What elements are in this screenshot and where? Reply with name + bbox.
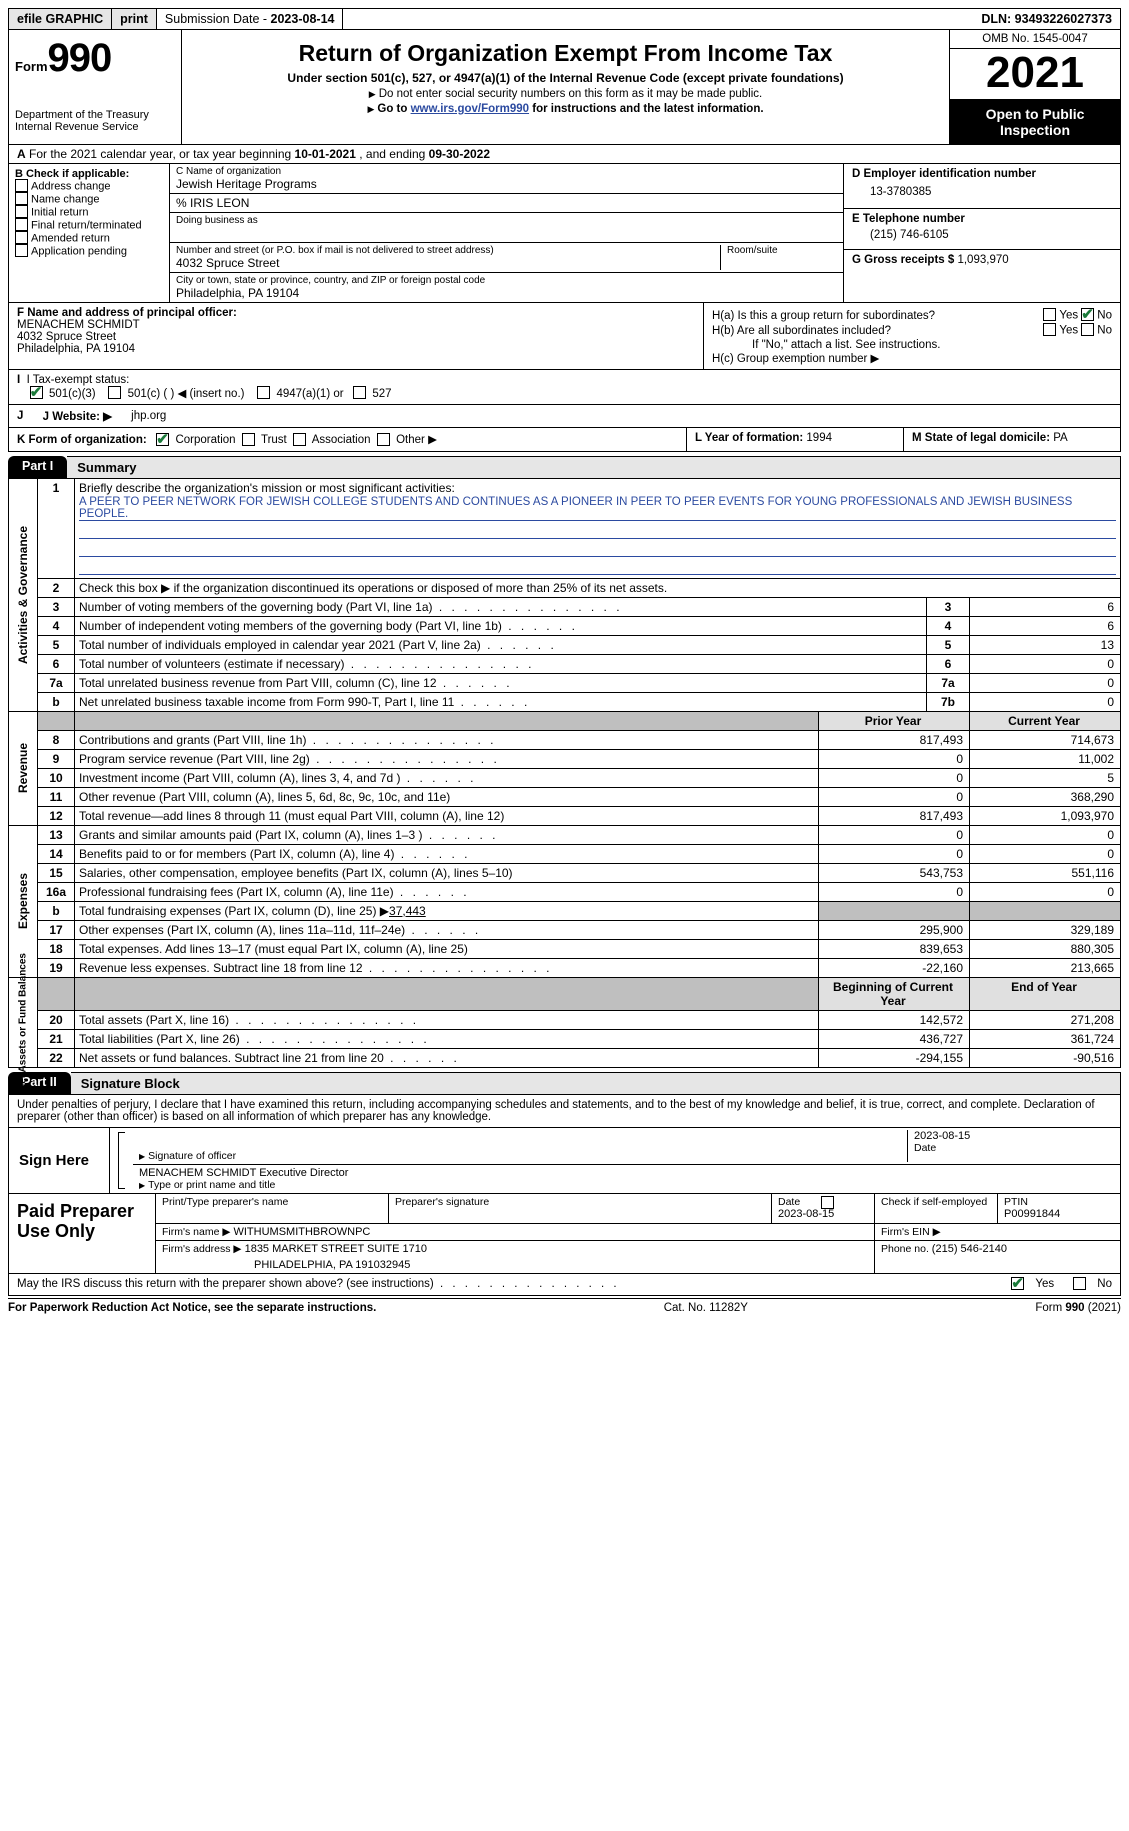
ptin: P00991844: [1004, 1208, 1114, 1220]
paid-preparer-block: Paid Preparer Use Only Print/Type prepar…: [8, 1194, 1121, 1274]
form-header: Form990 Department of the Treasury Inter…: [8, 30, 1121, 145]
section-f-h: F Name and address of principal officer:…: [8, 303, 1121, 370]
org-name: Jewish Heritage Programs: [176, 177, 837, 191]
print-button[interactable]: print: [112, 9, 157, 29]
dept-label: Department of the Treasury: [15, 109, 175, 121]
chk-other[interactable]: [377, 433, 390, 446]
phone: (215) 746-6105: [870, 229, 1112, 241]
ha-no[interactable]: [1081, 308, 1094, 321]
gross-receipts: 1,093,970: [957, 254, 1008, 266]
mission-text: A PEER TO PEER NETWORK FOR JEWISH COLLEG…: [79, 496, 1116, 521]
chk-amended[interactable]: [15, 231, 28, 244]
street-address: 4032 Spruce Street: [176, 256, 720, 270]
website: jhp.org: [131, 410, 166, 422]
state-domicile: PA: [1053, 432, 1068, 444]
activities-governance: Activities & Governance 1Briefly describ…: [8, 479, 1121, 712]
care-of: % IRIS LEON: [176, 196, 249, 210]
chk-final-return[interactable]: [15, 218, 28, 231]
ein: 13-3780385: [870, 186, 1112, 198]
chk-initial-return[interactable]: [15, 205, 28, 218]
preparer-phone: (215) 546-2140: [932, 1243, 1007, 1255]
irs-label: Internal Revenue Service: [15, 121, 175, 133]
net-assets-section: Net Assets or Fund Balances Beginning of…: [8, 978, 1121, 1068]
efile-button[interactable]: efile GRAPHIC: [9, 9, 112, 29]
discuss-yes[interactable]: [1011, 1277, 1024, 1290]
row-k-l-m: K Form of organization: Corporation Trus…: [8, 428, 1121, 451]
chk-527[interactable]: [353, 386, 366, 399]
form-subtitle: Under section 501(c), 527, or 4947(a)(1)…: [188, 71, 943, 85]
omb-number: OMB No. 1545-0047: [950, 30, 1120, 49]
revenue-section: Revenue Prior YearCurrent Year 8Contribu…: [8, 712, 1121, 826]
v3: 6: [970, 597, 1121, 616]
discuss-no[interactable]: [1073, 1277, 1086, 1290]
part-ii-header: Part II Signature Block: [8, 1072, 1121, 1095]
officer-print-name: MENACHEM SCHMIDT Executive Director: [139, 1167, 1114, 1179]
form-number: Form990: [15, 36, 175, 81]
note-link: Go to www.irs.gov/Form990 for instructio…: [188, 103, 943, 115]
chk-trust[interactable]: [242, 433, 255, 446]
tax-year: 2021: [950, 49, 1120, 100]
discuss-row: May the IRS discuss this return with the…: [8, 1274, 1121, 1296]
sign-here-block: Sign Here Signature of officer2023-08-15…: [9, 1128, 1120, 1193]
page-footer: For Paperwork Reduction Act Notice, see …: [8, 1298, 1121, 1314]
part-i-header: Part I Summary: [8, 456, 1121, 479]
chk-name-change[interactable]: [15, 192, 28, 205]
row-i-tax-status: I I Tax-exempt status: 501(c)(3) 501(c) …: [8, 370, 1121, 405]
chk-assoc[interactable]: [293, 433, 306, 446]
chk-4947[interactable]: [257, 386, 270, 399]
firm-name: WITHUMSMITHBROWNPC: [233, 1226, 370, 1238]
year-formed: 1994: [806, 432, 832, 444]
section-b-to-g: B Check if applicable: Address change Na…: [8, 164, 1121, 303]
city-state-zip: Philadelphia, PA 19104: [176, 286, 837, 300]
irs-link[interactable]: www.irs.gov/Form990: [411, 103, 529, 115]
hb-yes[interactable]: [1043, 323, 1056, 336]
chk-address-change[interactable]: [15, 179, 28, 192]
perjury-declaration: Under penalties of perjury, I declare th…: [9, 1095, 1120, 1128]
ha-yes[interactable]: [1043, 308, 1056, 321]
row-j-website: J J Website: ▶ jhp.org: [8, 405, 1121, 428]
dln: DLN: 93493226027373: [973, 9, 1120, 29]
note-ssn: Do not enter social security numbers on …: [188, 88, 943, 100]
chk-501c3[interactable]: [30, 386, 43, 399]
row-a-tax-year: A For the 2021 calendar year, or tax yea…: [8, 145, 1121, 164]
form-title: Return of Organization Exempt From Incom…: [188, 40, 943, 67]
topbar: efile GRAPHIC print Submission Date - 20…: [8, 8, 1121, 30]
open-to-public: Open to Public Inspection: [950, 100, 1120, 144]
chk-self-employed[interactable]: [821, 1196, 834, 1209]
submission-date: Submission Date - 2023-08-14: [157, 9, 344, 29]
officer-name: MENACHEM SCHMIDT: [17, 319, 140, 331]
b-label: B Check if applicable:: [15, 168, 129, 180]
hb-no[interactable]: [1081, 323, 1094, 336]
expenses-section: Expenses 13Grants and similar amounts pa…: [8, 826, 1121, 978]
chk-corp[interactable]: [156, 433, 169, 446]
chk-501c[interactable]: [108, 386, 121, 399]
chk-app-pending[interactable]: [15, 244, 28, 257]
